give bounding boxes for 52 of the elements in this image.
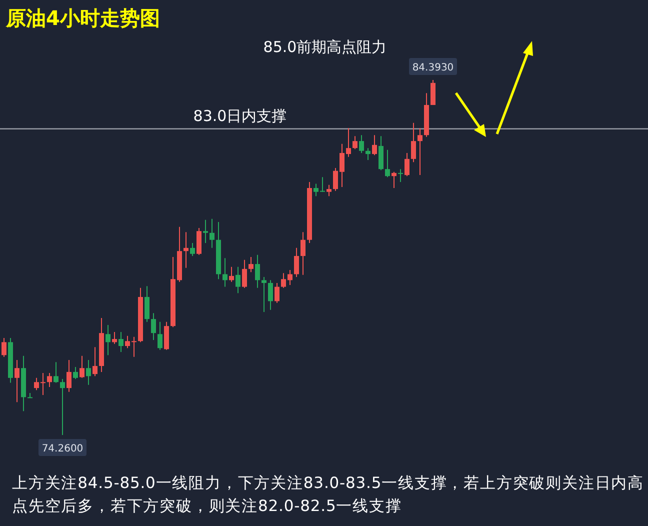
candlestick [112,332,117,344]
annotation: 84.3930 [412,62,454,74]
text: 上方关注84.5-85.0一线阻力，下方关注83.0-83.5一线支撑，若上方突破则关注日内高点先空后多，若下方突破，则关注82.0-82.5一线支撑 [12,473,646,517]
ref-line-label: 83.0日内支撑 [193,106,287,125]
candlestick [268,280,273,310]
candlestick [236,266,240,294]
chart-title: 原油4小时走势图 [5,6,160,30]
candlestick [14,360,20,403]
candlestick [385,149,390,178]
candlestick [392,171,396,189]
candlestick [2,337,6,358]
candlestick [398,168,403,183]
candlestick [378,136,384,171]
candlestick [255,254,260,288]
candlestick [144,286,150,322]
candlestick [294,247,299,278]
candlestick [229,266,234,282]
candlestick [86,360,91,386]
candlestick [248,256,254,273]
candlestick [326,184,332,197]
candlestick [184,232,188,268]
candlestick [411,122,416,163]
candlestick [366,148,370,160]
candlestick [190,242,195,256]
candlestick [151,312,156,341]
candlestick [359,134,364,154]
candlestick [274,282,280,304]
candlestick [418,128,422,176]
candlestick [66,360,72,392]
candlestick [242,259,247,288]
candlestick [352,136,358,150]
candlestick [158,321,162,350]
candlestick [80,355,84,378]
candlestick [54,362,58,384]
candlestick [164,321,169,350]
candlestick [196,227,202,256]
candlestick [47,372,52,388]
candlestick [106,324,110,356]
candlestick [210,218,214,248]
candlestick [222,258,228,288]
annotation: 74.2600 [42,444,84,454]
candlestick [404,152,410,177]
candlestick [73,366,78,380]
candlestick [92,346,98,377]
candlestick [262,276,266,313]
candlestick [118,332,124,352]
candlestick [60,378,65,436]
candlestick [430,80,436,106]
candlestick [372,134,377,156]
candlestick [203,219,208,244]
text: 85.0前期高点阻力 [263,38,387,56]
candlestick [300,232,306,276]
